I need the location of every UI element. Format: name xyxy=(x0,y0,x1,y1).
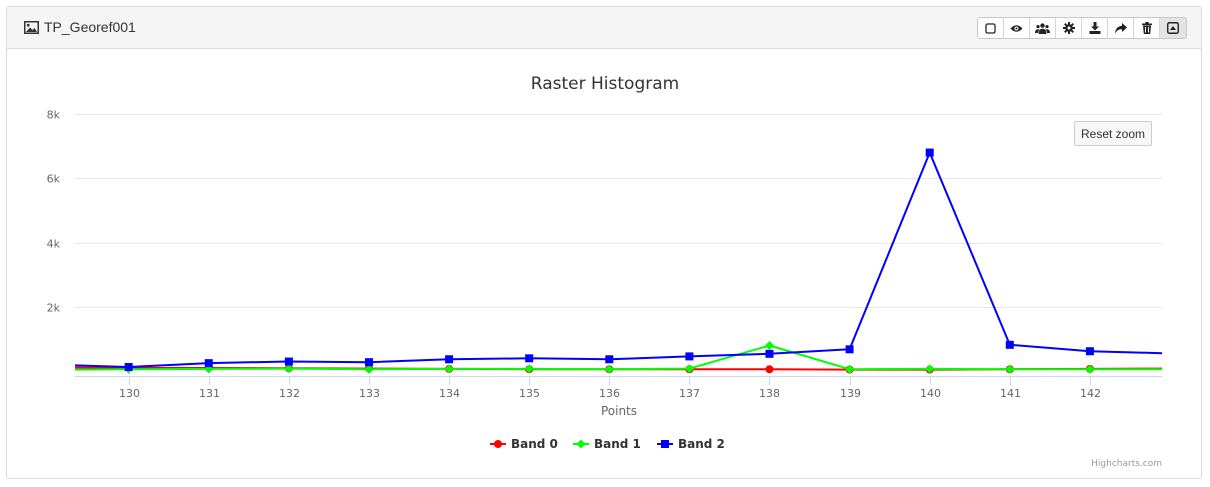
legend-item-band-0[interactable]: Band 0 xyxy=(490,437,558,451)
data-point xyxy=(764,340,774,350)
legend: Band 0 Band 1 Band 2 xyxy=(490,437,725,451)
data-point xyxy=(605,355,614,364)
layer-panel: TP_Georef001 xyxy=(6,6,1202,479)
y-tick-label: 4k xyxy=(47,238,61,251)
data-point xyxy=(524,364,534,374)
legend-marker xyxy=(494,440,502,448)
toggle-visibility-box-button[interactable] xyxy=(978,18,1004,38)
x-tick-label: 132 xyxy=(279,387,300,400)
data-point xyxy=(765,365,774,374)
data-point xyxy=(604,364,614,374)
data-point xyxy=(925,148,934,157)
download-button[interactable] xyxy=(1082,18,1108,38)
collapse-panel-button[interactable] xyxy=(1160,18,1186,38)
data-point xyxy=(445,355,454,364)
users-button[interactable] xyxy=(1030,18,1056,38)
y-tick-label: 8k xyxy=(47,109,61,122)
legend-label: Band 1 xyxy=(594,437,641,451)
y-tick-label: 2k xyxy=(47,302,61,315)
x-tick-label: 134 xyxy=(439,387,460,400)
legend-marker xyxy=(576,439,586,449)
legend-marker xyxy=(661,440,669,448)
data-point xyxy=(364,364,374,374)
image-icon xyxy=(24,20,39,34)
data-point xyxy=(685,352,694,361)
view-button[interactable] xyxy=(1004,18,1030,38)
eye-icon xyxy=(1010,24,1023,32)
x-tick-label: 135 xyxy=(519,387,540,400)
layer-toolbar xyxy=(977,17,1187,39)
caret-square-up-icon xyxy=(1167,22,1179,34)
legend-item-band-2[interactable]: Band 2 xyxy=(657,437,725,451)
settings-button[interactable] xyxy=(1056,18,1082,38)
histogram-chart: 2k 4k 6k 8k 130 131 132 133 134 135 136 137 138 139 14… xyxy=(7,49,1201,478)
data-point xyxy=(284,364,294,374)
data-point xyxy=(364,358,373,367)
data-point xyxy=(284,357,293,366)
share-icon xyxy=(1114,22,1127,33)
y-tick-label: 6k xyxy=(47,173,61,186)
data-point xyxy=(1085,347,1094,356)
data-point xyxy=(1005,340,1014,349)
x-axis-title: Points xyxy=(601,404,637,418)
gear-icon xyxy=(1062,22,1075,34)
panel-title-wrap: TP_Georef001 xyxy=(24,19,136,35)
panel-title: TP_Georef001 xyxy=(44,19,136,35)
chart-svg: 2k 4k 6k 8k 130 131 132 133 134 135 136 137 138 139 14… xyxy=(47,74,1163,469)
data-point xyxy=(845,364,855,374)
panel-header: TP_Georef001 xyxy=(7,7,1201,49)
legend-label: Band 2 xyxy=(678,437,725,451)
chart-title: Raster Histogram xyxy=(531,74,679,94)
reset-zoom-button[interactable]: Reset zoom xyxy=(1074,121,1152,146)
data-point xyxy=(1005,364,1015,374)
data-point xyxy=(204,359,213,368)
data-point xyxy=(444,364,454,374)
legend-item-band-1[interactable]: Band 1 xyxy=(573,437,641,451)
credits-link[interactable]: Highcharts.com xyxy=(1091,459,1162,469)
x-tick-label: 138 xyxy=(759,387,780,400)
square-icon xyxy=(985,22,996,34)
data-point xyxy=(684,364,694,374)
x-tick-label: 136 xyxy=(599,387,620,400)
download-icon xyxy=(1089,22,1100,34)
data-point xyxy=(525,354,534,363)
trash-icon xyxy=(1141,22,1152,34)
x-tick-label: 139 xyxy=(840,387,861,400)
delete-button[interactable] xyxy=(1134,18,1160,38)
data-point xyxy=(765,349,774,358)
x-tick-label: 140 xyxy=(920,387,941,400)
data-point xyxy=(845,345,854,354)
x-tick-label: 137 xyxy=(679,387,700,400)
x-tick-label: 141 xyxy=(1000,387,1021,400)
x-tick-label: 131 xyxy=(199,387,220,400)
users-icon xyxy=(1035,22,1050,34)
share-button[interactable] xyxy=(1108,18,1134,38)
x-tick-label: 130 xyxy=(119,387,140,400)
data-point xyxy=(1085,364,1095,374)
x-tick-label: 133 xyxy=(359,387,380,400)
data-point xyxy=(124,362,133,371)
series-line-band-1 xyxy=(74,344,1162,371)
data-point xyxy=(925,364,935,374)
series-line-band-2 xyxy=(74,151,1163,368)
legend-label: Band 0 xyxy=(511,437,558,451)
x-tick-label: 142 xyxy=(1080,387,1101,400)
